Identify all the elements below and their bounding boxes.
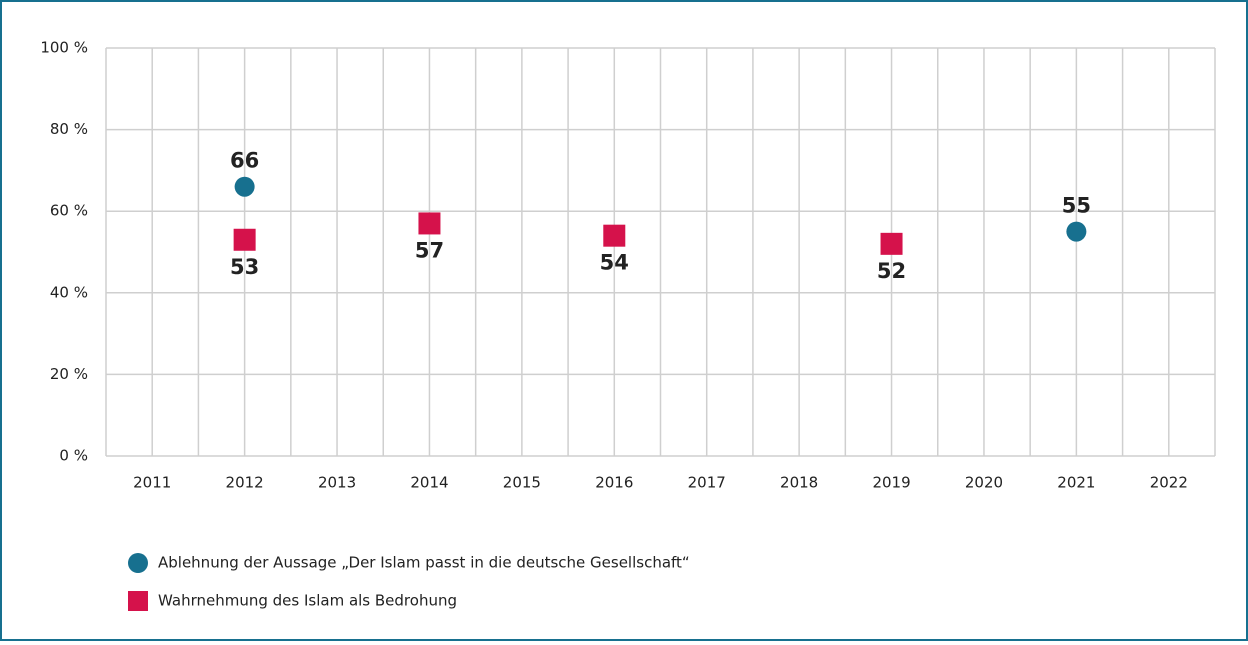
x-tick-label: 2012 — [226, 474, 264, 492]
x-tick-label: 2020 — [965, 474, 1003, 492]
y-tick-label: 0 % — [59, 447, 88, 465]
x-tick-label: 2019 — [872, 474, 910, 492]
legend-marker — [128, 553, 148, 573]
x-tick-label: 2013 — [318, 474, 356, 492]
x-tick-label: 2014 — [410, 474, 448, 492]
legend-marker — [128, 591, 148, 611]
y-tick-label: 20 % — [50, 365, 88, 383]
y-tick-label: 100 % — [40, 39, 88, 57]
value-label: 53 — [230, 255, 259, 279]
point — [234, 176, 255, 197]
x-tick-label: 2021 — [1057, 474, 1095, 492]
value-label: 57 — [415, 238, 444, 262]
x-tick-label: 2011 — [133, 474, 171, 492]
value-label: 54 — [600, 251, 629, 275]
point — [418, 212, 441, 235]
point — [1066, 221, 1087, 242]
x-tick-label: 2022 — [1150, 474, 1188, 492]
point — [880, 232, 903, 255]
x-tick-label: 2018 — [780, 474, 818, 492]
value-label: 66 — [230, 149, 259, 173]
point — [603, 224, 626, 247]
point — [233, 228, 256, 251]
y-tick-label: 60 % — [50, 202, 88, 220]
y-tick-label: 40 % — [50, 283, 88, 301]
x-tick-label: 2015 — [503, 474, 541, 492]
x-tick-label: 2017 — [688, 474, 726, 492]
legend-label: Ablehnung der Aussage „Der Islam passt i… — [158, 554, 690, 572]
value-label: 55 — [1062, 194, 1091, 218]
y-tick-label: 80 % — [50, 120, 88, 138]
x-tick-label: 2016 — [595, 474, 633, 492]
legend-label: Wahrnehmung des Islam als Bedrohung — [158, 592, 457, 610]
value-label: 52 — [877, 259, 906, 283]
